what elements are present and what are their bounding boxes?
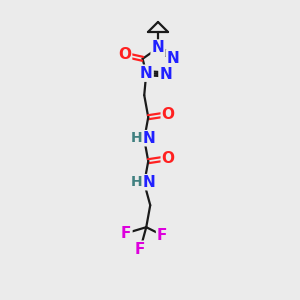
Text: N: N	[160, 67, 172, 82]
Text: H: H	[130, 131, 142, 145]
Text: H: H	[130, 175, 142, 189]
Text: O: O	[162, 151, 175, 166]
Text: N: N	[143, 175, 156, 190]
Text: N: N	[152, 40, 164, 56]
Text: F: F	[157, 228, 167, 243]
Text: F: F	[135, 242, 146, 257]
Text: N: N	[140, 66, 153, 81]
Text: F: F	[121, 226, 131, 241]
Text: N: N	[167, 51, 180, 66]
Text: N: N	[143, 131, 156, 146]
Text: O: O	[162, 107, 175, 122]
Text: O: O	[118, 47, 131, 62]
